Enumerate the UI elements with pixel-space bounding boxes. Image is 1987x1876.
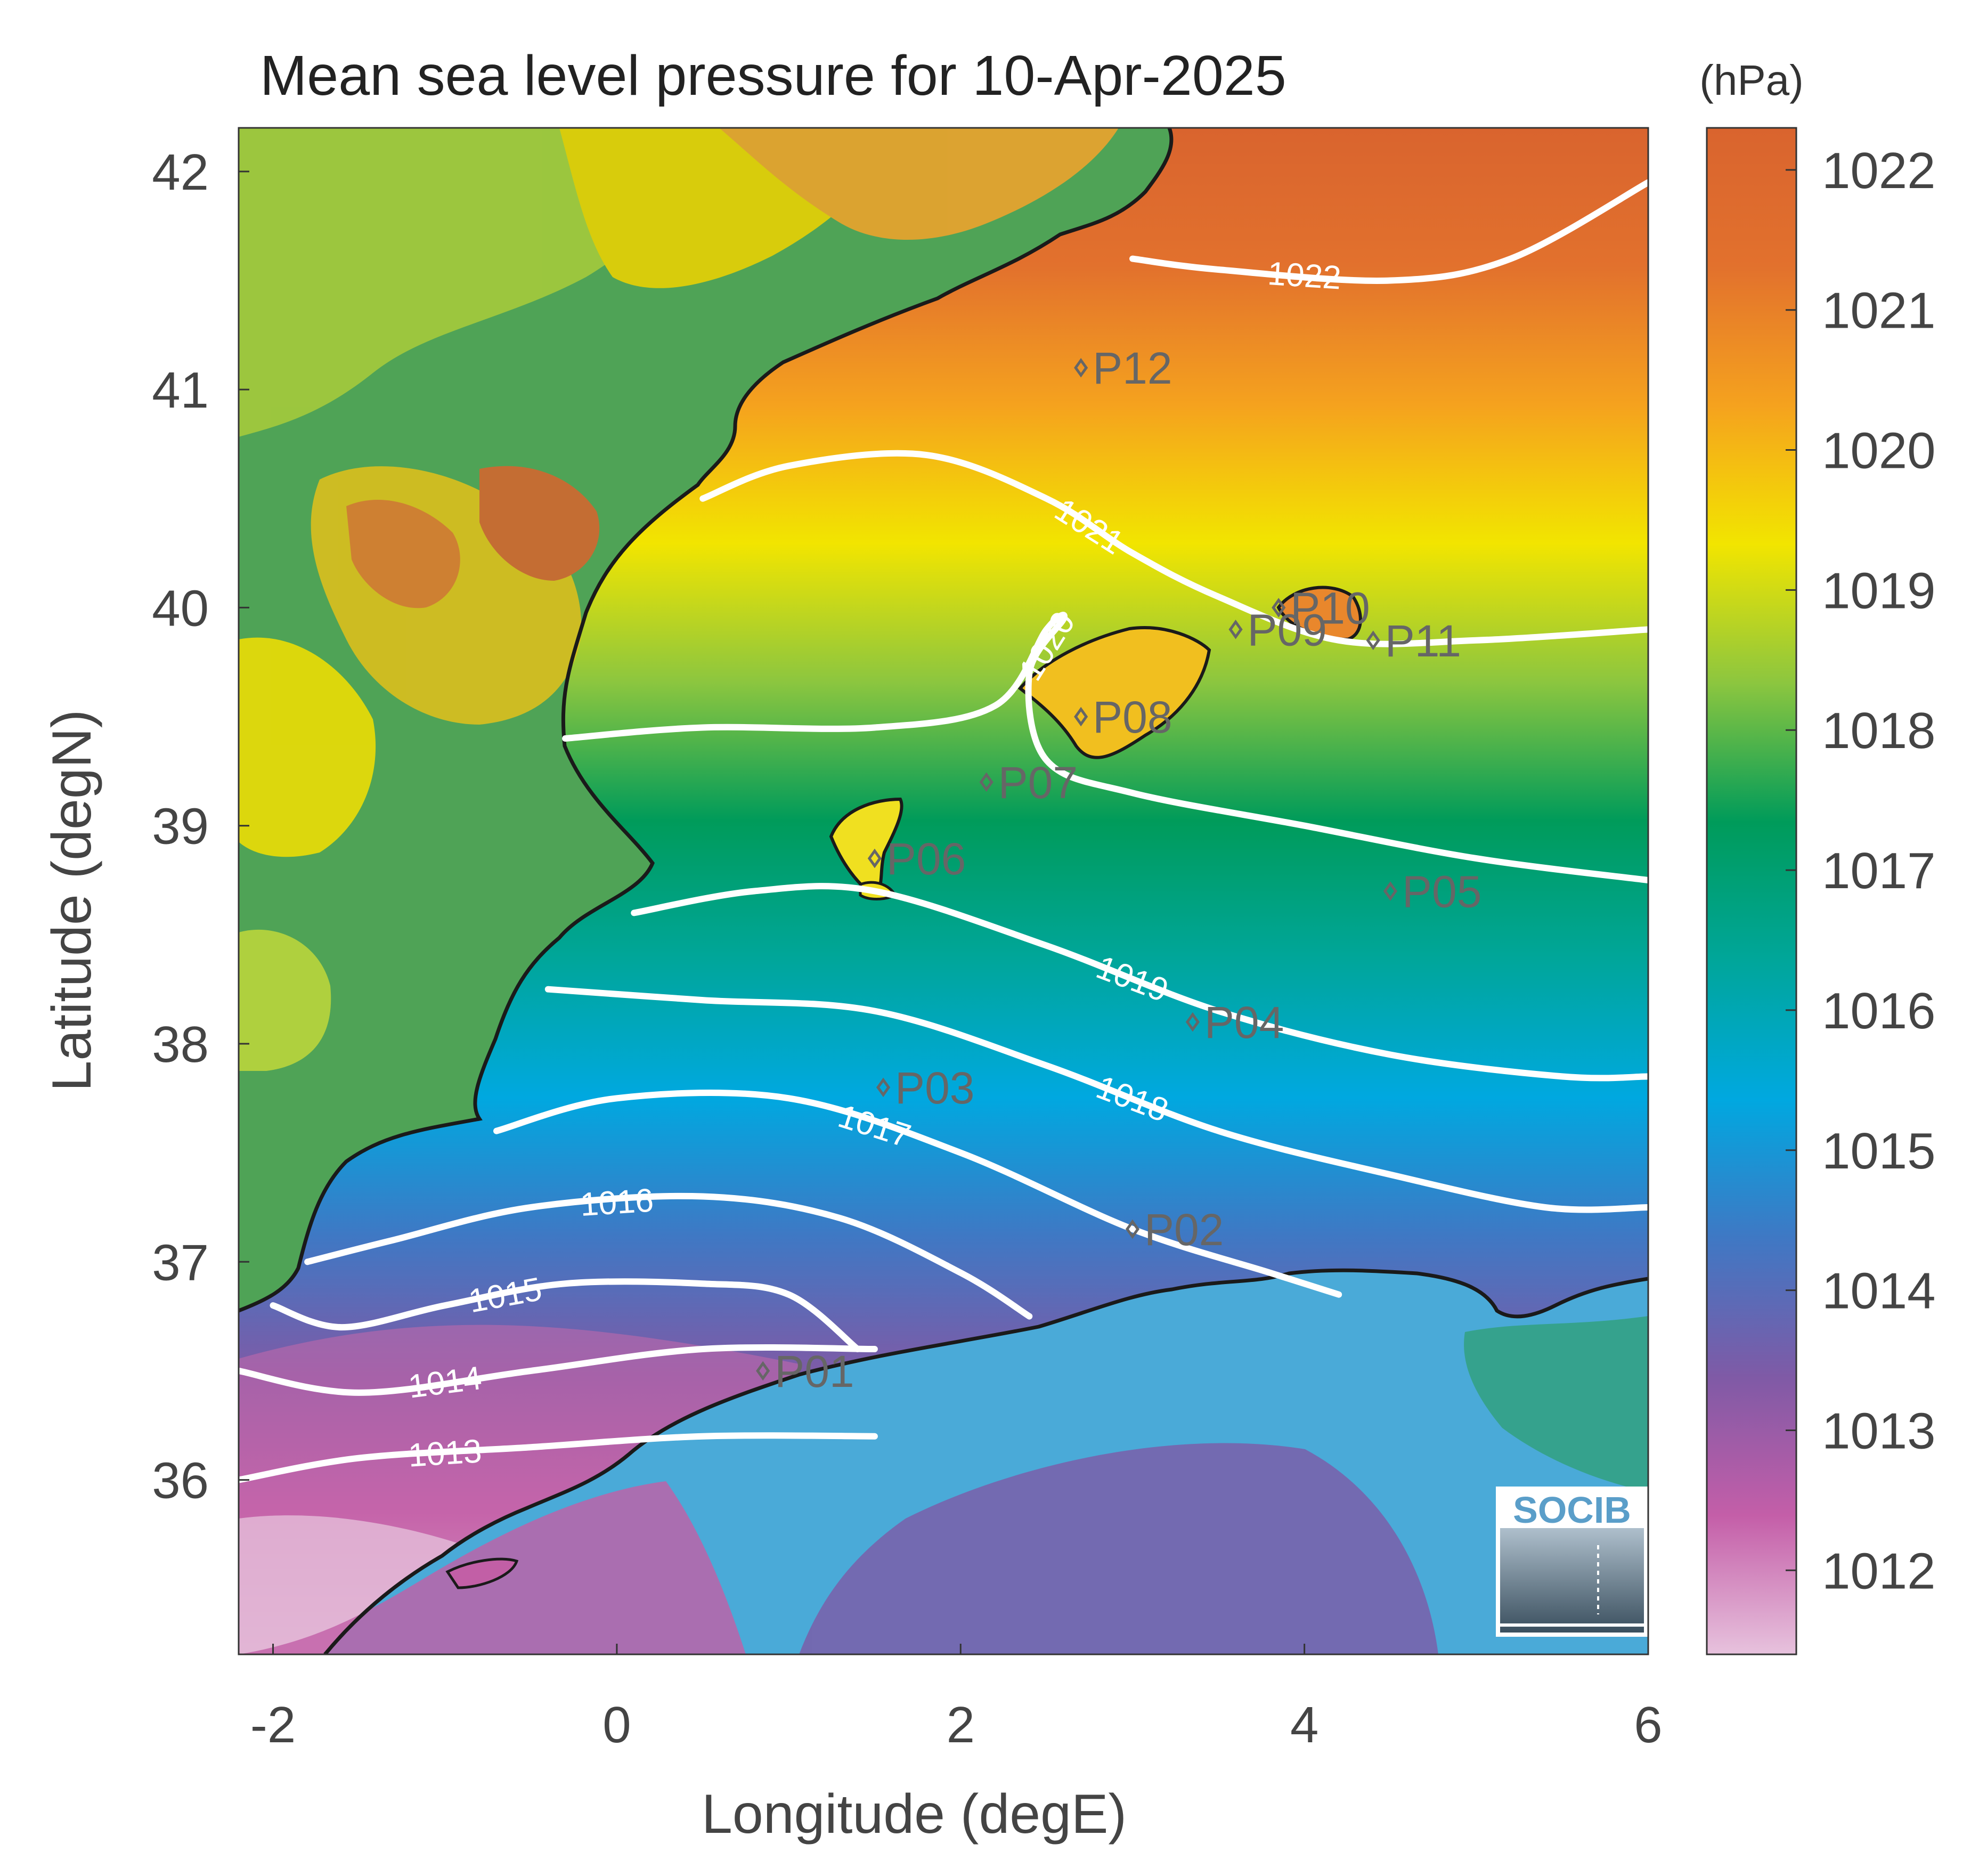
x-tick-label: 2: [947, 1696, 975, 1753]
isobar-line: [239, 1432, 878, 1483]
isobar-1022: 1022: [1129, 179, 1648, 297]
colorbar-tick-label: 1020: [1822, 423, 1936, 480]
iberia-coastline: [239, 128, 1174, 1313]
ibiza-island: [829, 797, 903, 897]
colorbar-tick-label: 1012: [1822, 1542, 1936, 1599]
station-diamond-icon: [1272, 598, 1286, 618]
colorbar-tick-label: 1018: [1822, 702, 1936, 759]
isobar-line: [304, 1192, 1033, 1320]
station-p12[interactable]: P12: [1074, 343, 1172, 393]
station-label: P01: [775, 1346, 854, 1396]
isobar-line: [239, 1344, 878, 1396]
station-p04[interactable]: P04: [1185, 997, 1284, 1047]
colorbar-tick-label: 1015: [1822, 1123, 1936, 1180]
y-axis-ticks: 36 37 38 39 40 41 42: [152, 144, 249, 1509]
chart-title: Mean sea level pressure for 10-Apr-2025: [260, 44, 1286, 107]
socib-logo: SOCIB: [1496, 1487, 1648, 1637]
colorbar-tick-label: 1021: [1822, 282, 1936, 339]
station-label: P05: [1402, 867, 1481, 917]
isobar-line: [699, 450, 1648, 647]
station-label: P02: [1144, 1205, 1224, 1255]
africa-coastline: [323, 1268, 1648, 1654]
x-tick-label: 6: [1634, 1696, 1662, 1753]
station-label: P06: [886, 834, 966, 884]
station-diamond-icon: [1074, 706, 1088, 727]
station-label: P11: [1385, 616, 1461, 666]
isobar-1016: 1016: [304, 1182, 1033, 1320]
colorbar-tick-label: 1014: [1822, 1263, 1936, 1320]
station-p03[interactable]: P03: [876, 1063, 975, 1113]
station-diamond-icon: [1228, 620, 1243, 639]
inland-terrain: [239, 128, 1119, 1071]
isobar-label: 1014: [406, 1360, 484, 1406]
station-p05[interactable]: P05: [1383, 867, 1481, 917]
station-diamond-icon: [1366, 630, 1380, 651]
station-diamond-icon: [867, 848, 882, 868]
isobar-line: [1129, 179, 1648, 284]
station-diamond-icon: [756, 1361, 770, 1381]
y-tick-label: 42: [152, 144, 209, 201]
station-diamond-icon: [1074, 358, 1088, 378]
isobar-line: [493, 1089, 1342, 1298]
y-tick-label: 37: [152, 1234, 209, 1291]
station-label: P10: [1290, 583, 1370, 633]
y-tick-label: 39: [152, 798, 209, 855]
station-label: P08: [1093, 692, 1172, 742]
station-p11[interactable]: P11: [1366, 616, 1461, 666]
x-tick-label: -2: [250, 1696, 296, 1753]
station-diamond-icon: [1383, 881, 1398, 901]
x-tick-label: 4: [1290, 1696, 1318, 1753]
colorbar-unit: (hPa): [1699, 56, 1804, 104]
isobar-line: [562, 612, 1648, 883]
station-p08[interactable]: P08: [1074, 692, 1172, 742]
isobar-label: 1013: [407, 1433, 483, 1474]
colorbar-tick-label: 1019: [1822, 562, 1936, 619]
station-p10[interactable]: P10: [1272, 583, 1370, 633]
station-label: P12: [1093, 343, 1172, 393]
colorbar-tick-label: 1013: [1822, 1402, 1936, 1459]
isobar-line: [631, 883, 1648, 1082]
station-diamond-icon: [979, 772, 994, 792]
station-diamond-icon: [1125, 1219, 1140, 1239]
station-label: P04: [1204, 997, 1284, 1047]
socib-logo-text: SOCIB: [1513, 1489, 1631, 1531]
isobar-label: 1022: [1267, 255, 1342, 297]
y-axis-label: Latitude (degN): [41, 710, 103, 1092]
isobar-1014: 1014: [239, 1344, 878, 1406]
y-tick-label: 36: [152, 1452, 209, 1509]
x-axis-label: Longitude (degE): [702, 1783, 1127, 1845]
isobar-line: [544, 986, 1648, 1213]
x-axis-ticks: -2 0 2 4 6: [250, 1644, 1663, 1753]
plot-frame: [238, 127, 1649, 1655]
station-label: P07: [998, 758, 1078, 808]
mallorca-island: [1017, 626, 1211, 759]
station-p02[interactable]: P02: [1125, 1205, 1224, 1255]
station-p06[interactable]: P06: [867, 834, 966, 884]
station-p07[interactable]: P07: [979, 758, 1078, 808]
station-label: P09: [1248, 605, 1327, 655]
station-diamond-icon: [876, 1077, 891, 1098]
station-p01[interactable]: P01: [756, 1346, 854, 1396]
y-tick-label: 40: [152, 580, 209, 637]
isobar-label: 1016: [579, 1182, 655, 1223]
isobar-1013: 1013: [239, 1432, 878, 1483]
colorbar: 1012 1013 1014 1015 1016 1017 1018 1019 1020 1021…: [1699, 56, 1936, 1655]
station-diamond-icon: [1185, 1012, 1200, 1032]
colorbar-tick-label: 1022: [1822, 142, 1936, 199]
isobar-line: [270, 1278, 861, 1352]
station-p09[interactable]: P09: [1228, 605, 1327, 655]
y-tick-label: 38: [152, 1016, 209, 1073]
alboran-island: [445, 1557, 519, 1589]
iberian-peninsula-land: [239, 128, 1171, 1311]
y-tick-label: 41: [152, 362, 209, 419]
colorbar-tick-label: 1017: [1822, 842, 1936, 899]
colorbar-bar: [1706, 127, 1797, 1655]
colorbar-tick-label: 1016: [1822, 982, 1936, 1039]
colorbar-ticks: 1012 1013 1014 1015 1016 1017 1018 1019 1020 1021…: [1786, 142, 1936, 1599]
station-label: P03: [895, 1063, 974, 1113]
x-tick-label: 0: [602, 1696, 631, 1753]
